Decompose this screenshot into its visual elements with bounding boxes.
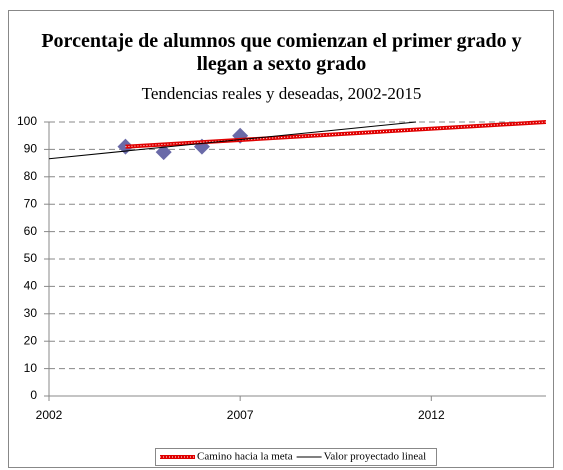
series-line <box>49 121 417 160</box>
y-tick-label: 60 <box>24 224 38 238</box>
chart-title: Porcentaje de alumnos que comienzan el p… <box>0 30 563 76</box>
line-pattern <box>125 121 546 148</box>
y-tick-label: 70 <box>24 196 38 210</box>
y-tick-label: 30 <box>24 306 38 320</box>
x-tick-label: 2012 <box>418 408 445 422</box>
legend-box <box>155 448 437 466</box>
chart-subtitle: Tendencias reales y deseadas, 2002-2015 <box>141 84 422 103</box>
legend-label: Valor proyectado lineal <box>324 451 427 463</box>
x-tick-label: 2007 <box>227 408 254 422</box>
y-tick-label: 40 <box>24 279 38 293</box>
y-tick-label: 0 <box>30 388 37 402</box>
y-tick-label: 90 <box>24 142 38 156</box>
y-tick-label: 80 <box>24 169 38 183</box>
y-tick-label: 100 <box>17 114 37 128</box>
legend-label: Camino hacia la meta <box>197 451 293 463</box>
x-tick-label: 2002 <box>36 408 63 422</box>
y-tick-label: 50 <box>24 251 38 265</box>
y-tick-label: 10 <box>24 361 38 375</box>
chart-border <box>8 10 554 468</box>
chart-title-text: Porcentaje de alumnos que comienzan el p… <box>41 30 522 75</box>
y-tick-label: 20 <box>24 333 38 347</box>
